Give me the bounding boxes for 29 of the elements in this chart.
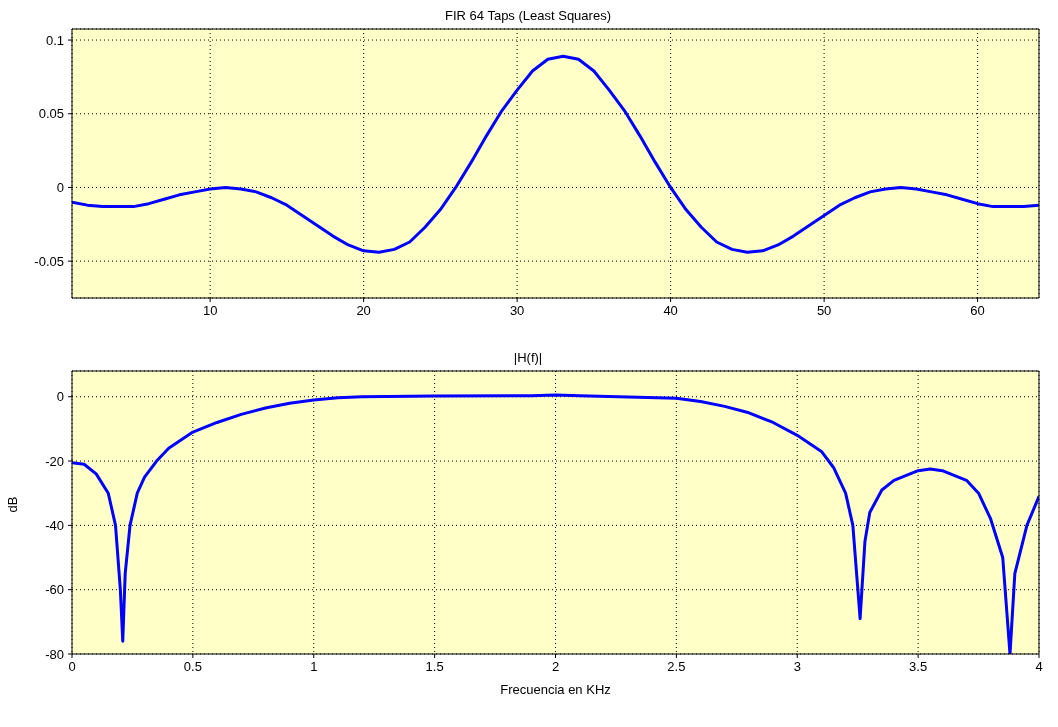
x-tick-label: 2 [551, 659, 560, 675]
x-tick-label: 50 [816, 303, 832, 319]
y-axis-title: dB [4, 496, 20, 513]
x-tick-label: 1.5 [425, 659, 444, 675]
x-tick-label: 0 [68, 659, 76, 675]
x-tick-label: 10 [202, 303, 218, 319]
y-tick-label: 0 [56, 389, 64, 405]
y-tick-label: 0.05 [38, 106, 64, 122]
x-tick-label: 2.5 [667, 659, 686, 675]
y-tick-label: 0.1 [45, 32, 64, 48]
x-tick-label: 4 [1035, 659, 1043, 675]
x-tick-label: 30 [509, 303, 525, 319]
x-tick-label: 3 [793, 659, 801, 675]
y-tick-label: -20 [45, 453, 64, 469]
x-tick-label: 40 [663, 303, 678, 319]
y-tick-label: -40 [45, 517, 64, 533]
x-axis-title: Frecuencia en KHz [500, 682, 611, 697]
x-tick-label: 20 [356, 303, 371, 319]
y-tick-label: -60 [45, 582, 64, 598]
x-tick-label: 0.5 [183, 659, 202, 675]
y-tick-label: -0.05 [34, 253, 64, 269]
y-tick-label: 0 [56, 180, 64, 196]
y-tick-label: -80 [45, 646, 64, 662]
x-tick-label: 1 [310, 659, 318, 675]
chart-title: FIR 64 Taps (Least Squares) [444, 8, 612, 25]
x-tick-label: 60 [970, 303, 985, 319]
chart-title: |H(f)| [512, 350, 544, 367]
x-tick-label: 3.5 [909, 659, 928, 675]
line-series [72, 54, 1039, 254]
